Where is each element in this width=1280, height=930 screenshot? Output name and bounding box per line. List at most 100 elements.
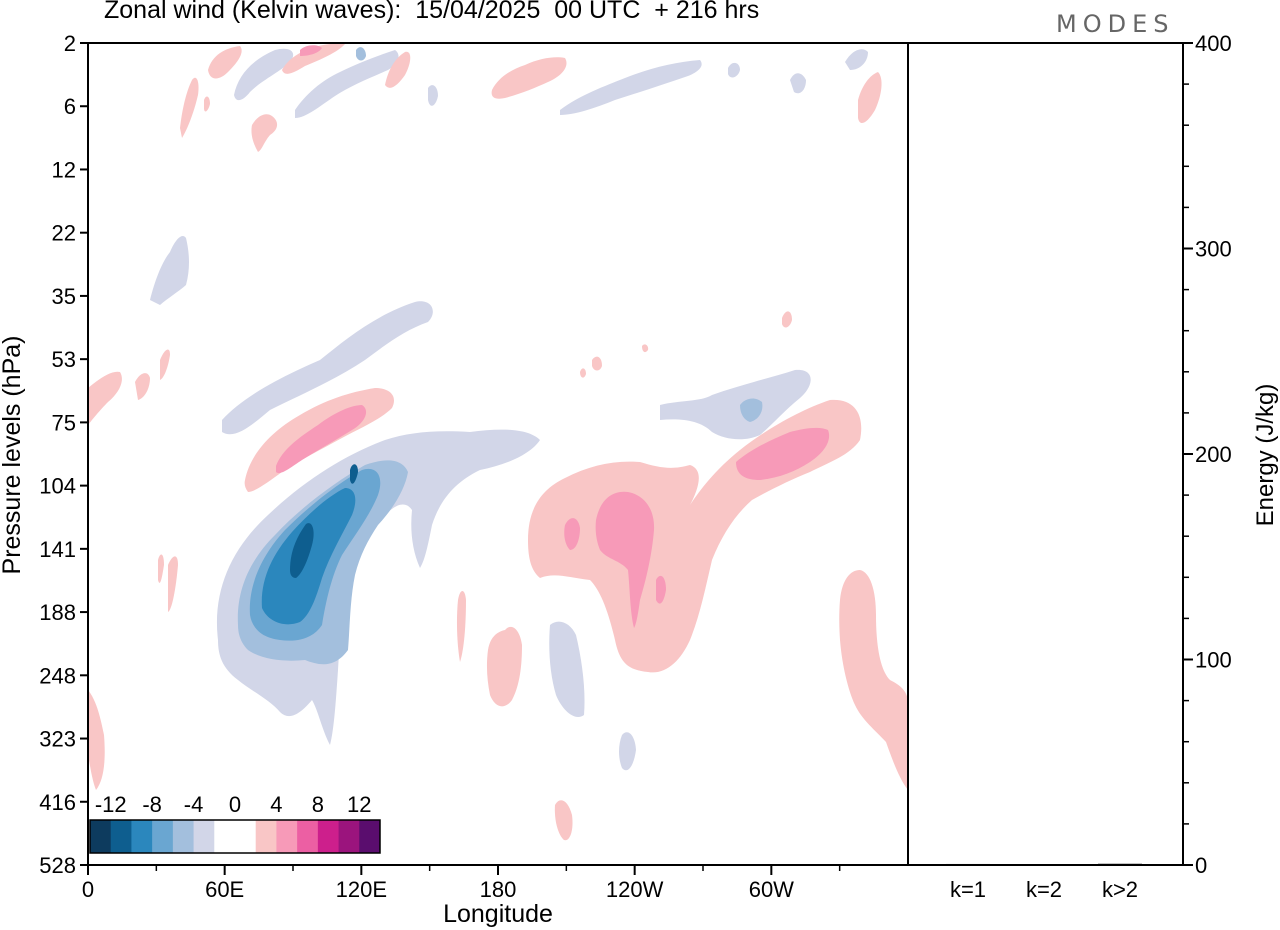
contour-pos-weak — [180, 77, 199, 138]
contour-pos-4 — [656, 575, 666, 604]
y-axis-label: Pressure levels (hPa) — [0, 336, 26, 575]
contour-field — [88, 44, 908, 841]
contour-neg-weak — [234, 48, 294, 101]
colorbar-swatch — [193, 820, 215, 853]
colorbar-swatch — [214, 820, 236, 853]
colorbar-swatch — [359, 820, 381, 853]
colorbar-frame — [89, 819, 381, 854]
energy-bars: k=1 k=2 k>2 — [946, 863, 1142, 902]
contour-neg-12 — [290, 523, 314, 578]
contour-neg-12 — [350, 464, 358, 484]
contour-neg-weak — [660, 369, 811, 440]
contour-neg-weak — [549, 621, 585, 718]
contour-pos-weak — [491, 57, 567, 99]
x-tick-label: 120W — [606, 877, 664, 902]
colorbar-swatch — [131, 820, 153, 853]
energy-tick-label: 300 — [1195, 237, 1232, 262]
contour-pos-weak — [592, 356, 602, 371]
y-tick-label: 416 — [39, 790, 76, 815]
colorbar-swatch — [110, 820, 132, 853]
contour-pos-weak — [580, 368, 586, 378]
x-axis-label: Longitude — [443, 900, 553, 928]
longitude-axis: 0 60E 120E 180 120W 60W — [82, 865, 841, 902]
y-tick-label: 22 — [52, 221, 76, 246]
colorbar-swatch — [297, 820, 319, 853]
y-tick-label: 53 — [52, 347, 76, 372]
energy-tick-label: 200 — [1195, 442, 1232, 467]
contour-neg-4 — [740, 398, 763, 422]
contour-pos-weak — [839, 570, 908, 790]
x-tick-label: 0 — [82, 877, 94, 902]
energy-bar — [1022, 864, 1066, 866]
contour-pos-weak — [782, 311, 792, 328]
energy-bar — [946, 863, 990, 866]
y-tick-label: 528 — [39, 853, 76, 878]
contour-pos-weak — [158, 554, 164, 583]
y-tick-label: 2 — [64, 31, 76, 56]
contour-neg-weak — [728, 62, 740, 78]
energy-axis-label: Energy (J/kg) — [1252, 384, 1279, 527]
colorbar-label: 0 — [229, 792, 241, 817]
y-tick-label: 35 — [52, 284, 76, 309]
colorbar-label: -4 — [184, 792, 204, 817]
energy-category-label: k>2 — [1102, 877, 1138, 902]
y-tick-label: 104 — [39, 474, 76, 499]
contour-pos-weak — [486, 626, 522, 707]
colorbar-swatch — [317, 820, 340, 853]
colorbar-label: 4 — [270, 792, 282, 817]
colorbar-swatch — [172, 820, 195, 853]
contour-pos-weak — [385, 51, 411, 88]
colorbar-label: -8 — [142, 792, 162, 817]
contour-neg-weak — [790, 73, 806, 94]
energy-tick-label: 100 — [1195, 648, 1232, 673]
x-tick-label: 180 — [480, 877, 517, 902]
chart-title: Zonal wind (Kelvin waves): 15/04/2025 00… — [104, 0, 760, 24]
contour-neg-weak — [619, 732, 636, 771]
y-tick-label: 323 — [39, 727, 76, 752]
colorbar-swatch — [338, 820, 360, 853]
y-tick-label: 75 — [52, 410, 76, 435]
energy-bar — [1098, 863, 1142, 866]
energy-tick-label: 400 — [1195, 31, 1232, 56]
contour-pos-weak — [642, 344, 649, 353]
contour-pos-weak — [251, 114, 278, 152]
contour-pos-weak — [160, 349, 170, 380]
colorbar-swatch — [276, 820, 298, 853]
contour-pos-4 — [564, 518, 580, 550]
colorbar-swatch — [90, 820, 112, 853]
brand-logo: MODES — [1056, 10, 1175, 38]
colorbar: -12 -8 -4 0 4 8 12 — [89, 792, 381, 854]
y-tick-label: 141 — [39, 537, 76, 562]
contour-neg-weak — [150, 235, 189, 305]
contour-neg-weak — [295, 50, 399, 118]
y-tick-label: 6 — [64, 94, 76, 119]
contour-neg-weak — [216, 429, 540, 745]
y-tick-label: 248 — [39, 663, 76, 688]
contour-pos-weak — [208, 46, 242, 79]
energy-tick-label: 0 — [1195, 853, 1207, 878]
contour-neg-weak — [428, 85, 438, 106]
x-tick-label: 60W — [749, 877, 794, 902]
contour-pos-4 — [736, 427, 830, 480]
contour-pos-weak — [456, 591, 466, 662]
contour-pos-weak — [204, 96, 210, 112]
contour-pos-4 — [595, 491, 655, 628]
contour-pos-weak — [554, 800, 573, 841]
colorbar-label: -12 — [95, 792, 127, 817]
colorbar-label: 12 — [347, 792, 371, 817]
contour-pos-4 — [276, 405, 367, 474]
energy-category-label: k=2 — [1026, 877, 1062, 902]
y-tick-label: 188 — [39, 600, 76, 625]
contour-pos-weak — [282, 44, 345, 74]
contour-pos-4 — [300, 45, 322, 56]
contour-pos-weak — [858, 72, 882, 124]
contour-pos-weak — [88, 690, 105, 790]
y-tick-label: 12 — [52, 157, 76, 182]
contour-neg-4 — [356, 47, 366, 61]
colorbar-label: 8 — [312, 792, 324, 817]
energy-axis: 0 100 200 300 400 — [1183, 31, 1232, 878]
x-tick-label: 60E — [205, 877, 244, 902]
contour-pos-weak — [88, 371, 122, 425]
